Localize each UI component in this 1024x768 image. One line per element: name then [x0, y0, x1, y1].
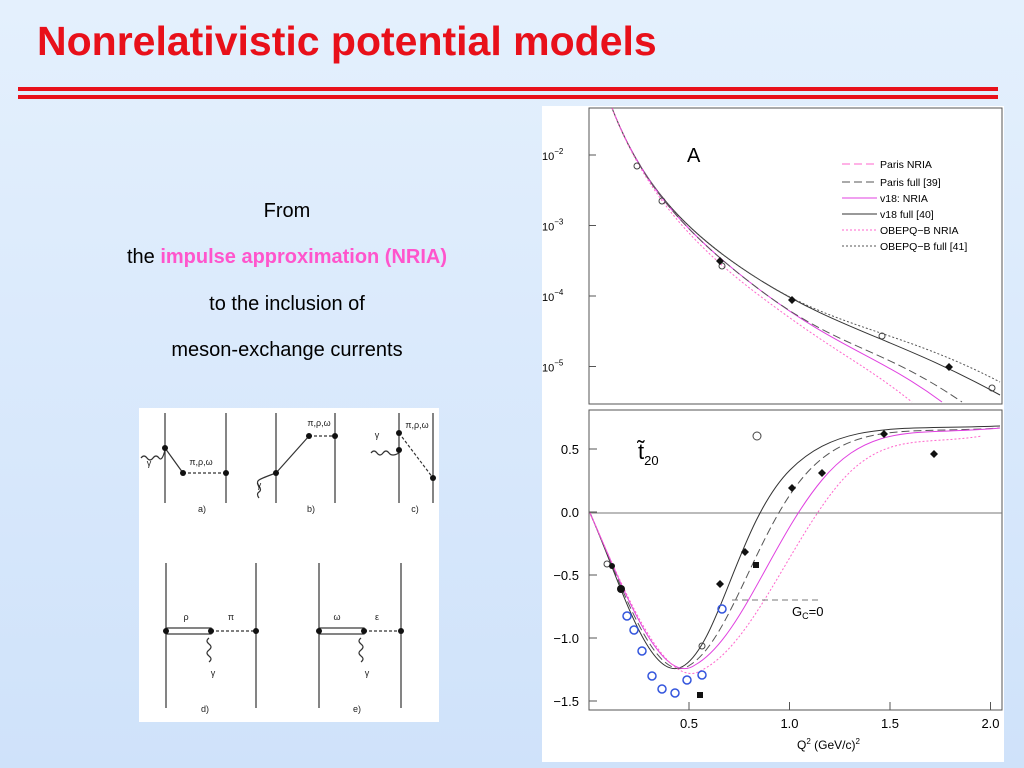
diagram-label: γ [147, 458, 152, 468]
legend-label: OBEPQ−B NRIA [880, 225, 958, 237]
text-line: to the inclusion of [209, 293, 365, 315]
y-tick-label: 10−5 [542, 359, 564, 375]
diagram-label: π,ρ,ω [307, 418, 330, 428]
tick-base: 10 [542, 151, 554, 163]
tick-exp: −5 [554, 359, 564, 368]
x-tick-label: 0.5 [680, 716, 698, 731]
text: G [792, 604, 802, 619]
diagram-label: γ [257, 480, 262, 490]
tick-exp: −2 [554, 147, 564, 156]
text-line: meson-exchange currents [171, 339, 403, 361]
diagram-label: γ [211, 668, 216, 678]
sup: 2 [806, 737, 811, 746]
diagram-label: ω [333, 612, 340, 622]
label: t̃ [636, 439, 645, 464]
text: the [126, 246, 161, 268]
text-line: the impulse approximation (NRIA) [90, 246, 484, 269]
diagram-label: ρ [183, 612, 188, 622]
diagram-label: a) [198, 504, 206, 514]
y-tick-label: 0.5 [561, 442, 579, 457]
plot-frame [588, 107, 1003, 405]
diagram-label: π [228, 612, 234, 622]
curve [589, 435, 983, 674]
y-tick-label: 0.0 [561, 505, 579, 520]
curve [589, 425, 1001, 669]
text: (GeV/c) [811, 738, 856, 752]
diagram-label: ε [375, 612, 379, 622]
x-tick-label: 1.0 [780, 716, 798, 731]
tick-exp: −4 [554, 288, 564, 297]
legend-label: OBEPQ−B full [41] [880, 241, 967, 253]
title-rule [18, 87, 998, 91]
x-axis-label: Q2 (GeV/c)2 [797, 737, 860, 752]
plot-frame [588, 409, 1003, 711]
tick-base: 10 [542, 363, 554, 375]
highlight: impulse approximation (NRIA) [160, 246, 448, 268]
annotation: GC=0 [792, 604, 823, 621]
diagram-label: b) [307, 504, 315, 514]
title-rule [18, 95, 998, 99]
legend-label: Paris NRIA [880, 159, 932, 171]
legend-label: v18 full [40] [880, 209, 934, 221]
curve [611, 107, 913, 403]
sup: 2 [855, 737, 860, 746]
feynman-diagrams: π,ρ,ω γ a) π,ρ,ω γ b) π,ρ,ω γ c) ρ π γ d) ω ε γ e) [139, 408, 439, 722]
diagram-label: d) [201, 704, 209, 714]
diagram-label: e) [353, 704, 361, 714]
panel-label: A [687, 145, 701, 167]
curve [589, 427, 1001, 669]
tick-exp: −3 [554, 218, 564, 227]
sub: C [802, 611, 809, 621]
text: =0 [809, 604, 824, 619]
diagram-label: π,ρ,ω [189, 457, 212, 467]
y-tick-label: 10−4 [542, 288, 564, 304]
y-tick-label: −1.5 [553, 694, 579, 709]
y-tick-label: 10−3 [542, 218, 564, 234]
label-sub: 20 [644, 453, 658, 468]
panel-label: t̃20 [636, 439, 658, 468]
text-line: From [263, 200, 311, 222]
x-tick-label: 2.0 [981, 716, 999, 731]
diagram-label: c) [411, 504, 419, 514]
legend-label: Paris full [39] [880, 177, 941, 189]
tick-base: 10 [542, 222, 554, 234]
x-tick-label: 1.5 [881, 716, 899, 731]
y-tick-label: −0.5 [553, 568, 579, 583]
text: Q [797, 738, 806, 752]
diagram-label: γ [375, 430, 380, 440]
diagram-label: π,ρ,ω [405, 420, 428, 430]
tick-base: 10 [542, 292, 554, 304]
y-tick-label: 10−2 [542, 147, 564, 163]
y-tick-label: −1.0 [553, 631, 579, 646]
slide-title: Nonrelativistic potential models [37, 18, 657, 64]
legend-label: v18: NRIA [880, 193, 928, 205]
diagram-label: γ [365, 668, 370, 678]
